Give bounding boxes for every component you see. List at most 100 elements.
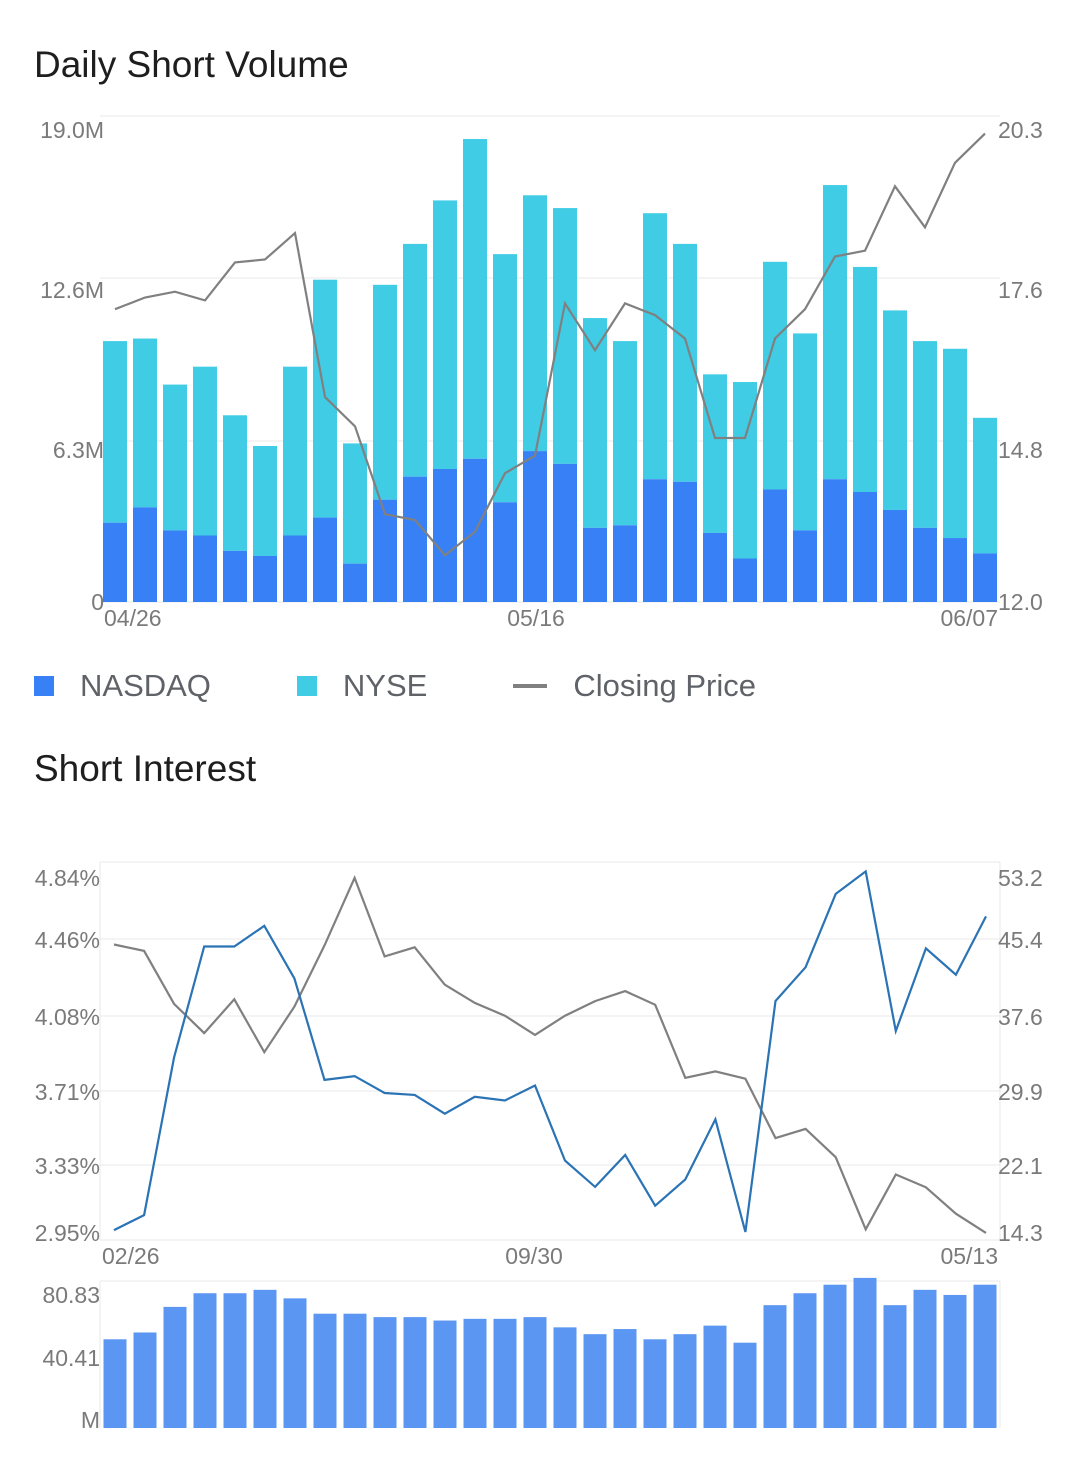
y-right-tick-label: 14.3 (998, 1220, 1043, 1246)
nasdaq-bar (853, 492, 877, 602)
nyse-bar (643, 213, 667, 480)
nasdaq-bar (973, 553, 997, 602)
volume-bar (403, 1317, 427, 1428)
nasdaq-bar (193, 535, 217, 602)
y-right-tick-label: 37.6 (998, 1004, 1043, 1030)
nyse-bar (133, 338, 157, 508)
nyse-bar (883, 310, 907, 510)
nasdaq-bar (103, 522, 127, 602)
daily-short-volume-title: Daily Short Volume (34, 44, 349, 85)
nyse-bar (193, 366, 217, 536)
y-left-tick-label: 2.95% (35, 1220, 100, 1246)
volume-bar (583, 1334, 607, 1428)
y-left-tick-label: 4.08% (35, 1004, 100, 1030)
x-tick-label: 05/16 (507, 605, 565, 631)
y-right-tick-label: 22.1 (998, 1153, 1043, 1179)
nyse-bar (583, 318, 607, 528)
chart-legend: NASDAQ NYSE Closing Price (34, 668, 756, 704)
volume-bar (763, 1305, 787, 1428)
volume-bar (733, 1342, 757, 1428)
nasdaq-bar (823, 479, 847, 602)
closing-price-line (114, 132, 986, 557)
volume-bar (673, 1334, 697, 1428)
nasdaq-bar (493, 502, 517, 602)
nyse-bar (283, 366, 307, 536)
nyse-bar (943, 348, 967, 539)
nyse-bar (253, 445, 277, 556)
nasdaq-bar (223, 550, 247, 602)
nasdaq-bar (883, 509, 907, 602)
nyse-bar (343, 443, 367, 564)
volume-tick-label: M (81, 1407, 100, 1433)
y-right-tick-label: 53.2 (998, 865, 1043, 891)
volume-bar (613, 1329, 637, 1428)
volume-tick-label: 40.41 (42, 1345, 100, 1371)
nasdaq-bar (403, 476, 427, 602)
volume-bar (703, 1325, 727, 1428)
nyse-bar (223, 415, 247, 551)
volume-bar (823, 1284, 847, 1428)
nyse-bar (373, 284, 397, 500)
nasdaq-swatch-icon (34, 676, 54, 696)
nasdaq-bar (583, 527, 607, 602)
nasdaq-bar (643, 479, 667, 602)
legend-item-nyse[interactable]: NYSE (296, 668, 428, 704)
volume-bar (133, 1332, 157, 1428)
volume-bar (433, 1320, 457, 1428)
y-left-tick-label: 4.84% (35, 865, 100, 891)
y-right-tick-label: 45.4 (998, 927, 1043, 953)
x-tick-label: 02/26 (102, 1243, 160, 1269)
volume-tick-label: 80.83 (42, 1282, 100, 1308)
nasdaq-bar (283, 535, 307, 602)
volume-bar (163, 1306, 187, 1428)
nasdaq-bar (913, 527, 937, 602)
nyse-bar (973, 417, 997, 554)
y-right-tick-label: 17.6 (998, 277, 1043, 303)
nyse-bar (493, 254, 517, 503)
y-left-tick-label: 3.33% (35, 1153, 100, 1179)
volume-bar (103, 1339, 127, 1428)
y-left-tick-label: 3.71% (35, 1079, 100, 1105)
closing-price-line-icon (513, 684, 548, 688)
volume-bar (643, 1339, 667, 1428)
nyse-bar (463, 139, 487, 459)
nasdaq-bar (433, 468, 457, 602)
x-tick-label: 05/13 (940, 1243, 998, 1269)
nyse-bar (703, 374, 727, 533)
nasdaq-bar (253, 555, 277, 602)
x-tick-label: 06/07 (940, 605, 998, 631)
nyse-bar (553, 208, 577, 464)
volume-bar (523, 1317, 547, 1428)
nasdaq-bar (793, 530, 817, 602)
legend-item-nasdaq[interactable]: NASDAQ (34, 668, 211, 704)
volume-bar (313, 1313, 337, 1428)
volume-bar (343, 1313, 367, 1428)
x-tick-label: 04/26 (104, 605, 162, 631)
volume-bar (913, 1289, 937, 1428)
nasdaq-bar (133, 507, 157, 602)
nyse-bar (853, 266, 877, 493)
y-left-tick-label: 6.3M (53, 437, 104, 463)
nyse-bar (313, 279, 337, 518)
volume-bar (553, 1327, 577, 1428)
nyse-bar (403, 243, 427, 477)
legend-label-nyse: NYSE (342, 668, 428, 703)
daily-short-volume-chart: 19.0M 12.6M 6.3M 0 20.3 17.6 14.8 12.0 04/26 05/1… (40, 115, 1043, 631)
nyse-bar (913, 341, 937, 528)
nyse-bar (523, 195, 547, 452)
legend-label-closing-price: Closing Price (573, 668, 756, 703)
nasdaq-bar (613, 525, 637, 602)
y-right-tick-label: 12.0 (998, 589, 1043, 615)
y-right-tick-label: 20.3 (998, 117, 1043, 143)
legend-label-nasdaq: NASDAQ (80, 668, 211, 703)
nyse-bar (763, 261, 787, 490)
volume-bar (193, 1293, 217, 1428)
volume-bar (973, 1284, 997, 1428)
short-interest-line (113, 869, 987, 1233)
legend-item-closing-price[interactable]: Closing Price (513, 668, 756, 704)
y-left-tick-label: 4.46% (35, 927, 100, 953)
nyse-swatch-icon (296, 676, 317, 696)
y-right-tick-label: 14.8 (998, 437, 1043, 463)
